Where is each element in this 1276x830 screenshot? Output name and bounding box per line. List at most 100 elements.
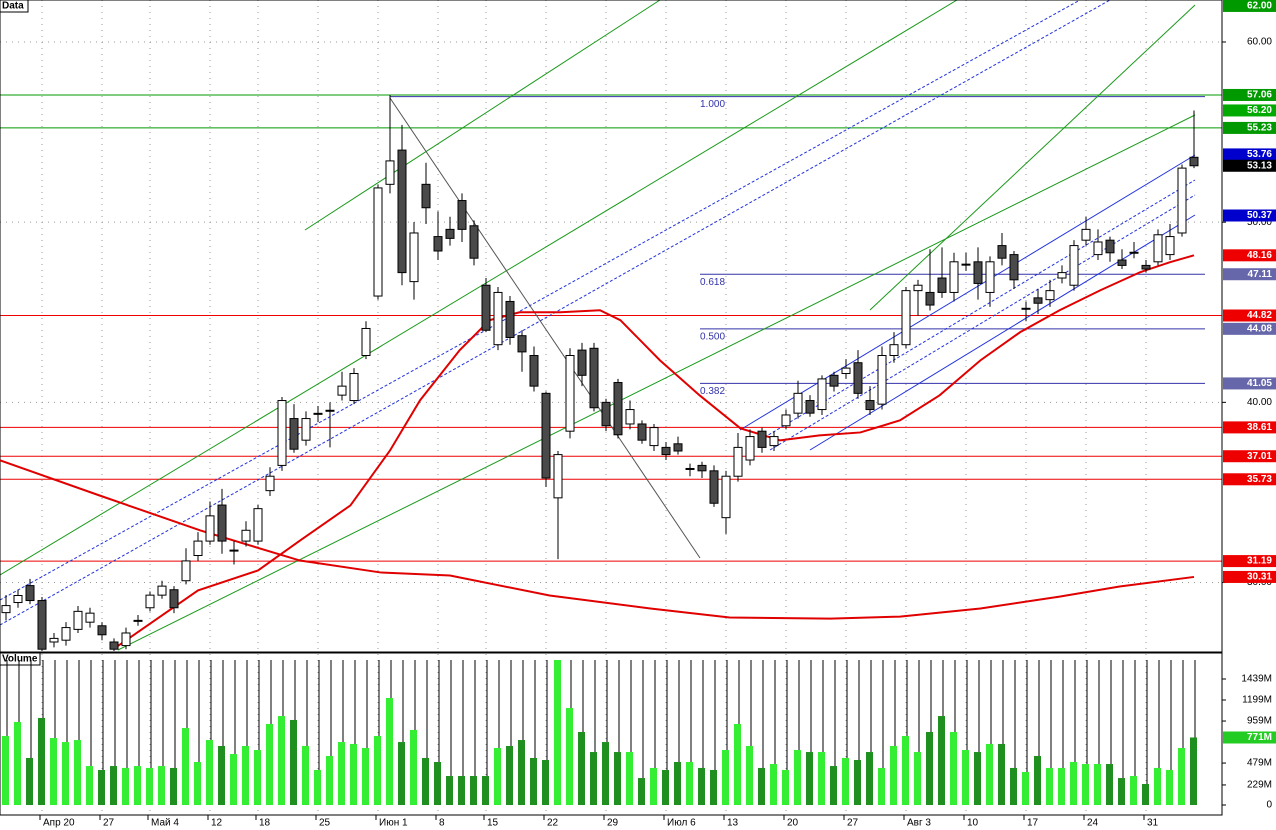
candle-body [433,236,443,252]
volume-bar [254,750,261,805]
volume-bar [290,719,297,805]
candle-body [721,475,731,519]
volume-bar [494,747,501,805]
volume-bar [1034,755,1041,805]
candle-body [1045,290,1055,301]
candle-body [901,290,911,346]
volume-bar [698,767,705,805]
price-tag-label: 50.37 [1247,210,1272,221]
volume-bar [410,729,417,805]
value-tag-label: 771M [1247,732,1272,743]
candle-body [481,284,491,331]
moving-average [0,459,1195,620]
volume-bar [1142,783,1149,805]
y-tick-label: 40.00 [1247,397,1272,408]
y-tick-label: 50.00 [1247,217,1272,228]
candle-body [265,475,275,492]
volume-bar [194,762,201,805]
volume-bar [710,769,717,805]
candle-body [1,605,11,614]
candle-body [553,454,563,499]
candle-body [1033,297,1043,304]
x-tick-label: 15 [487,818,499,829]
price-tag [1223,555,1276,568]
volume-bar [1178,747,1185,805]
y-tick-label: 1439M [1241,674,1272,685]
candle-body [1021,307,1031,310]
price-tag-label: 62.00 [1247,1,1272,12]
panel-title: Data [2,1,24,12]
candle-body [253,508,263,542]
volume-bar [878,767,885,805]
volume-bar [434,762,441,805]
volume-bar [266,724,273,805]
candle-body [25,585,35,602]
candle-body [793,392,803,414]
price-tag-label: 44.08 [1247,323,1272,334]
candle-body [637,423,647,441]
channel-line [759,179,1196,441]
fib-label: 0.382 [700,386,725,397]
volume-bar [866,752,873,805]
volume-bar [530,757,537,805]
candle-body [229,549,239,552]
candle-body [565,355,575,432]
volume-bar [302,745,309,805]
volume-bar [122,767,129,805]
price-tag [1223,88,1276,101]
volume-bar [662,769,669,805]
volume-bar [206,740,213,805]
candle-body [1057,272,1067,279]
candle-body [49,637,59,643]
volume-bar [482,776,489,805]
x-tick-label: Июн 1 [379,818,408,829]
candle-body [349,373,359,402]
volume-bar [1082,764,1089,805]
moving-average [113,254,1195,650]
x-tick-label: 18 [259,818,271,829]
candle-body [1189,156,1199,167]
candle-body [109,641,119,650]
x-tick-label: 27 [847,818,859,829]
volume-bar [398,742,405,805]
candle-body [541,392,551,479]
volume-bar [218,745,225,805]
candle-body [577,349,587,376]
volume-bar [2,736,9,805]
price-tag-label: 53.13 [1247,160,1272,171]
candle-body [973,261,983,284]
candle-body [1153,234,1163,263]
volume-bar [1154,767,1161,805]
price-tag-label: 44.82 [1247,310,1272,321]
price-tag-label: 30.31 [1247,572,1272,583]
candle-body [289,418,299,450]
x-tick-label: 17 [1027,818,1039,829]
candle-body [301,418,311,441]
volume-bar [98,769,105,805]
volume-bar [566,707,573,805]
price-tag-label: 48.16 [1247,250,1272,261]
volume-bar [1130,776,1137,805]
candle-body [1069,245,1079,286]
volume-bar [242,745,249,805]
volume-bar [1094,764,1101,805]
volume-bar [950,731,957,805]
candle-body [97,625,107,636]
volume-bar [938,716,945,805]
price-tag-label: 31.19 [1247,556,1272,567]
candle-body [517,335,527,353]
pitchfork-line [869,4,1196,311]
volume-bar [1046,767,1053,805]
candle-body [829,374,839,387]
volume-bar [974,752,981,805]
candle-body [709,470,719,504]
candle-body [325,409,335,412]
price-tag-label: 41.05 [1247,378,1272,389]
candle-body [157,585,167,596]
volume-bar [26,757,33,805]
price-tag [1223,450,1276,463]
candle-body [733,446,743,477]
volume-bar [86,766,93,805]
volume-bar [446,776,453,805]
